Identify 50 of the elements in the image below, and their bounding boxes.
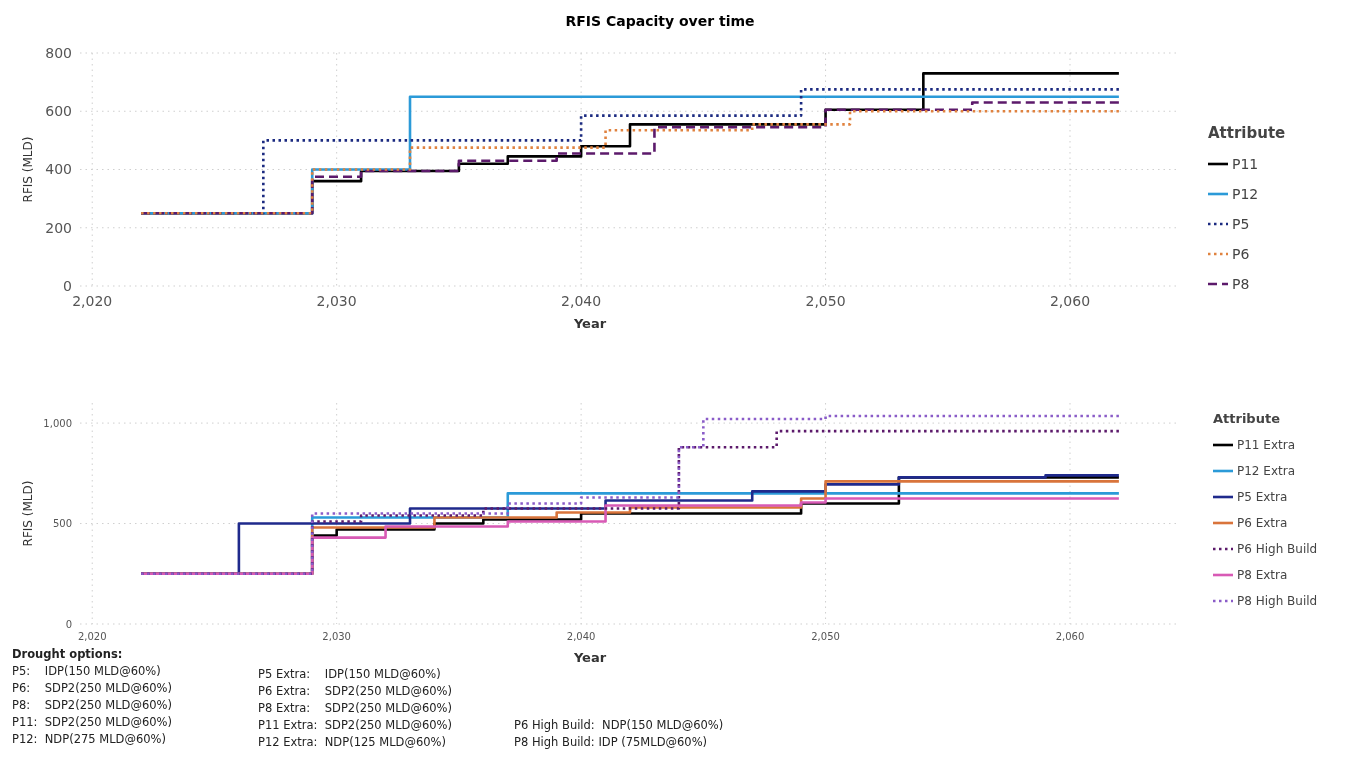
legend-label: P6 bbox=[1232, 245, 1250, 262]
legend-label: P5 Extra bbox=[1237, 490, 1288, 505]
x-tick-label: 2,040 bbox=[566, 631, 596, 642]
x-tick-label: 2,020 bbox=[77, 631, 107, 642]
legend-label: P6 High Build bbox=[1237, 542, 1318, 557]
x-tick-label: 2,050 bbox=[811, 631, 840, 642]
text: Drought options: bbox=[12, 647, 123, 661]
legend-label: P11 Extra bbox=[1237, 438, 1295, 453]
legend-label: P12 Extra bbox=[1237, 464, 1295, 479]
x-axis-title: Year bbox=[572, 650, 607, 665]
y-tick-label: 0 bbox=[63, 277, 72, 294]
text: P12 Extra: NDP(125 MLD@60%) bbox=[258, 735, 446, 749]
y-axis-title: RFIS (MLD) bbox=[21, 480, 35, 547]
legend-label: P8 Extra bbox=[1237, 568, 1288, 583]
text: P8: SDP2(250 MLD@60%) bbox=[12, 698, 172, 712]
text: P11 Extra: SDP2(250 MLD@60%) bbox=[258, 718, 452, 732]
text: P5 Extra: IDP(150 MLD@60%) bbox=[258, 667, 441, 681]
y-tick-label: 1,000 bbox=[43, 417, 72, 429]
legend-title: Attribute bbox=[1213, 411, 1281, 426]
y-tick-label: 400 bbox=[45, 161, 72, 178]
text: P8 High Build: IDP (75MLD@60%) bbox=[514, 735, 708, 749]
legend-label: P12 bbox=[1232, 185, 1259, 202]
y-tick-label: 0 bbox=[65, 618, 72, 630]
legend-label: P5 bbox=[1232, 215, 1250, 232]
x-tick-label: 2,060 bbox=[1055, 631, 1085, 642]
text: P8 Extra: SDP2(250 MLD@60%) bbox=[258, 701, 452, 715]
y-tick-label: 200 bbox=[45, 219, 72, 236]
y-tick-label: 800 bbox=[45, 44, 72, 61]
x-tick-label: 2,040 bbox=[561, 293, 602, 309]
chart-title: RFIS Capacity over time bbox=[565, 13, 755, 29]
text: P11: SDP2(250 MLD@60%) bbox=[12, 715, 172, 729]
y-tick-label: 500 bbox=[52, 518, 72, 530]
x-tick-label: 2,050 bbox=[805, 293, 846, 309]
x-axis-title: Year bbox=[572, 316, 607, 331]
text: P5: IDP(150 MLD@60%) bbox=[12, 664, 161, 678]
legend-label: P8 bbox=[1232, 275, 1250, 292]
x-tick-label: 2,020 bbox=[72, 293, 113, 309]
text: P6 High Build: NDP(150 MLD@60%) bbox=[514, 718, 724, 732]
legend-label: P11 bbox=[1232, 155, 1259, 172]
legend-title: Attribute bbox=[1208, 124, 1286, 142]
text: P6: SDP2(250 MLD@60%) bbox=[12, 681, 172, 695]
legend-label: P8 High Build bbox=[1237, 594, 1318, 609]
y-axis-title: RFIS (MLD) bbox=[21, 136, 35, 203]
x-tick-label: 2,030 bbox=[322, 631, 351, 642]
text: P12: NDP(275 MLD@60%) bbox=[12, 732, 166, 746]
y-tick-label: 600 bbox=[45, 103, 72, 120]
legend-label: P6 Extra bbox=[1237, 516, 1288, 531]
x-tick-label: 2,030 bbox=[316, 293, 357, 309]
x-tick-label: 2,060 bbox=[1049, 293, 1091, 309]
text: P6 Extra: SDP2(250 MLD@60%) bbox=[258, 684, 452, 698]
